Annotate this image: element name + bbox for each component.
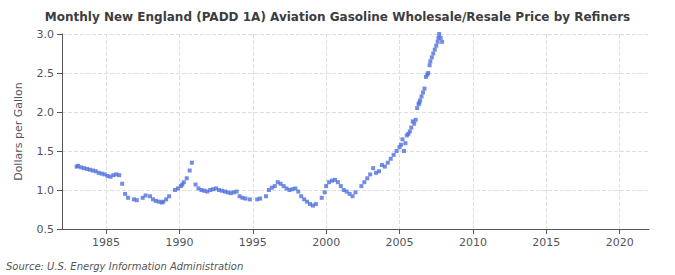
- svg-text:2.0: 2.0: [37, 106, 55, 119]
- svg-text:2005: 2005: [386, 236, 414, 249]
- svg-text:2010: 2010: [459, 236, 487, 249]
- svg-text:2.5: 2.5: [37, 67, 55, 80]
- svg-text:1.5: 1.5: [37, 145, 55, 158]
- svg-text:Dollars per Gallon: Dollars per Gallon: [12, 82, 25, 181]
- svg-text:2015: 2015: [532, 236, 560, 249]
- svg-text:3.0: 3.0: [37, 28, 55, 41]
- svg-text:1.0: 1.0: [37, 184, 55, 197]
- svg-text:0.5: 0.5: [37, 223, 55, 236]
- svg-text:2000: 2000: [312, 236, 340, 249]
- svg-text:2020: 2020: [606, 236, 634, 249]
- svg-text:1990: 1990: [165, 236, 193, 249]
- svg-text:Source: U.S. Energy Informatio: Source: U.S. Energy Information Administ…: [6, 261, 243, 272]
- svg-text:Monthly New England (PADD 1A): Monthly New England (PADD 1A) Aviation G…: [45, 10, 630, 24]
- svg-text:1985: 1985: [92, 236, 120, 249]
- svg-text:1995: 1995: [239, 236, 267, 249]
